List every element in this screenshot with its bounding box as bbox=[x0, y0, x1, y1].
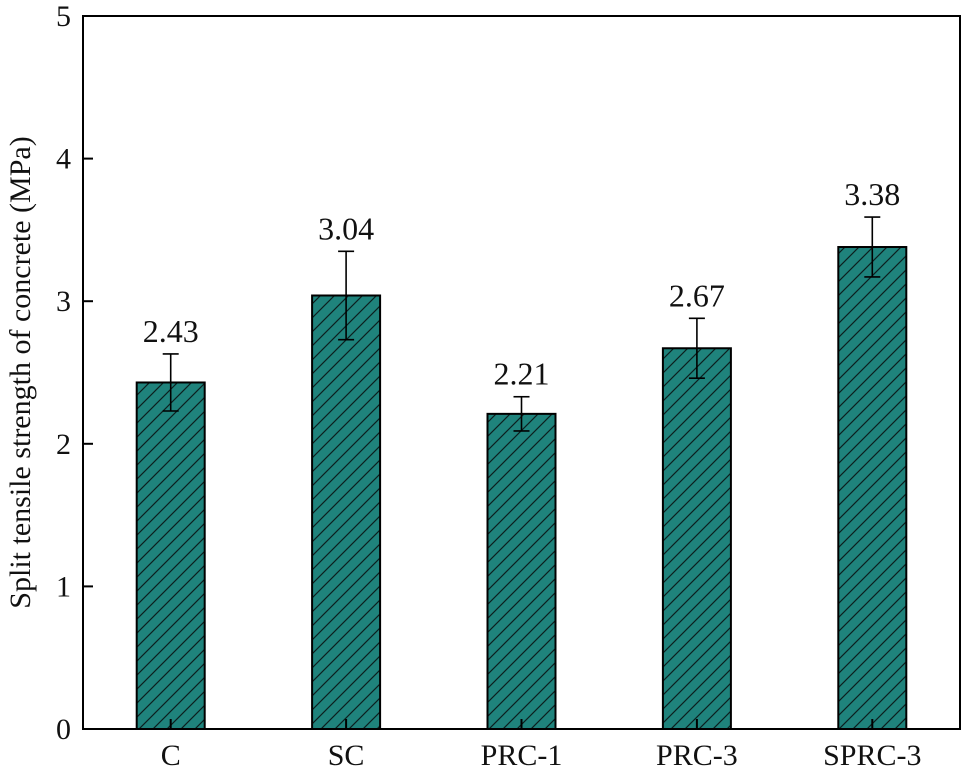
bar-c bbox=[135, 381, 206, 730]
x-tick-label: C bbox=[161, 739, 181, 772]
x-tick-label: PRC-1 bbox=[481, 739, 563, 772]
y-tick-label: 0 bbox=[56, 713, 71, 746]
y-tick-label: 5 bbox=[56, 0, 71, 33]
value-label: 2.43 bbox=[143, 313, 199, 349]
plot-frame bbox=[82, 15, 961, 730]
x-tick-label: SPRC-3 bbox=[823, 739, 921, 772]
bar-sc bbox=[311, 294, 382, 730]
y-tick-label: 4 bbox=[56, 143, 71, 176]
value-label: 2.67 bbox=[669, 277, 725, 313]
y-tick-label: 3 bbox=[56, 285, 71, 318]
x-tick-label: SC bbox=[328, 739, 365, 772]
bar-prc-3 bbox=[661, 347, 732, 730]
value-label: 3.38 bbox=[844, 176, 900, 212]
value-label: 2.21 bbox=[494, 356, 550, 392]
y-axis-title: Split tensile strength of concrete (MPa) bbox=[4, 136, 37, 608]
value-label: 3.04 bbox=[318, 210, 374, 246]
y-tick-label: 2 bbox=[56, 428, 71, 461]
x-tick-label: PRC-3 bbox=[656, 739, 738, 772]
y-tick-label: 1 bbox=[56, 570, 71, 603]
bar-prc-1 bbox=[486, 412, 557, 730]
bar-sprc-3 bbox=[837, 246, 908, 730]
